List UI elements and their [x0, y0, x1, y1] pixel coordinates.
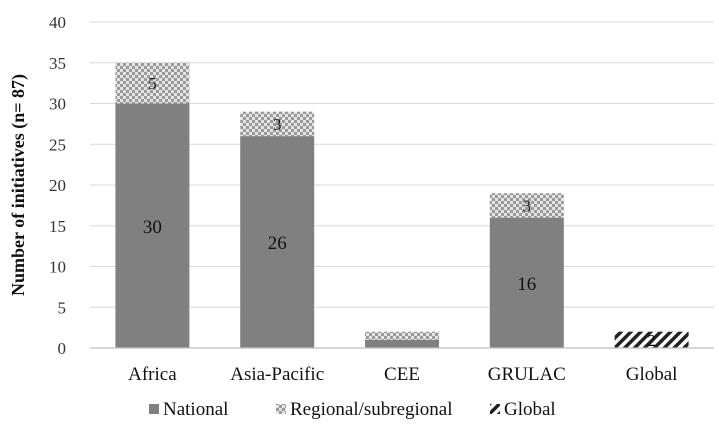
bar-regional-subregional-asia-pacific — [240, 111, 315, 137]
data-label: 26 — [268, 233, 287, 254]
legend-swatch — [490, 404, 500, 414]
y-tick-labels: 0 5 10 15 20 25 30 35 40 — [49, 13, 66, 358]
bar-regional-subregional-cee — [365, 331, 439, 340]
data-label: 5 — [148, 74, 157, 93]
legend-swatch — [276, 404, 286, 414]
bar-regional-subregional-grulac — [489, 193, 564, 218]
gridlines — [90, 21, 714, 308]
legend-label: Regional/subregional — [290, 399, 453, 420]
bar-national-asia-pacific — [240, 136, 315, 348]
category-label: Africa — [128, 364, 177, 385]
legend-label: National — [163, 399, 228, 420]
category-label: Asia-Pacific — [230, 364, 324, 385]
bar-global-global — [614, 331, 689, 348]
y-tick-label: 35 — [49, 54, 66, 73]
y-axis-label: Number of initiatives (n= 87) — [8, 74, 29, 296]
y-tick-label: 25 — [49, 135, 66, 154]
bar-national-grulac — [489, 217, 564, 348]
data-label: 3 — [523, 196, 532, 215]
y-tick-label: 0 — [58, 339, 67, 358]
legend: National Regional/subregional Global — [149, 399, 556, 420]
y-tick-label: 5 — [58, 298, 67, 317]
category-label: CEE — [384, 364, 420, 385]
y-tick-label: 30 — [49, 95, 66, 114]
legend-swatch — [149, 404, 159, 414]
category-label: GRULAC — [488, 364, 566, 385]
y-tick-label: 40 — [49, 13, 66, 32]
data-label: 30 — [143, 217, 162, 238]
bars — [115, 62, 689, 348]
category-labels: Africa Asia-Pacific CEE GRULAC Global — [128, 364, 677, 385]
y-tick-label: 15 — [49, 217, 66, 236]
data-label: 16 — [517, 274, 536, 295]
y-tick-label: 20 — [49, 176, 66, 195]
legend-label: Global — [504, 399, 556, 420]
data-labels: 30 5 26 3 16 3 2 — [143, 74, 656, 350]
data-label: 3 — [273, 115, 282, 134]
data-label: 2 — [647, 331, 656, 350]
y-tick-label: 10 — [49, 258, 66, 277]
category-label: Global — [626, 364, 678, 385]
bar-national-africa — [115, 103, 190, 348]
bar-regional-subregional-africa — [115, 62, 190, 104]
bar-national-cee — [365, 339, 439, 348]
